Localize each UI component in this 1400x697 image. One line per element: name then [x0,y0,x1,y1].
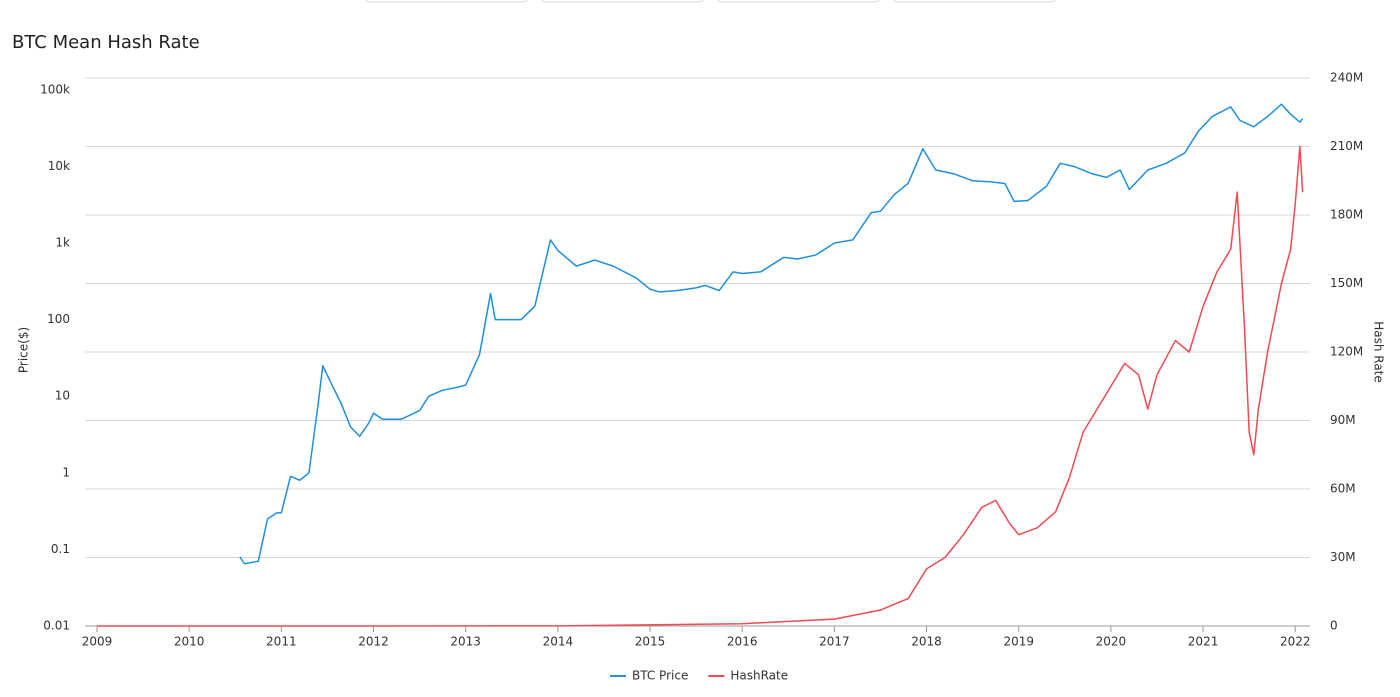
y-tick-label: 1k [55,236,70,250]
y2-axis-label: Hash Rate [1372,321,1386,383]
x-tick-label: 2010 [174,635,205,649]
x-tick-label: 2014 [543,635,574,649]
x-tick-label: 2020 [1096,635,1127,649]
x-tick-label: 2009 [82,635,113,649]
x-tick-label: 2017 [819,635,850,649]
top-buttons [365,0,1056,3]
y-tick-label: 10 [55,389,70,403]
y-tick-label: 0.1 [51,542,70,556]
y2-tick-label: 150M [1330,276,1363,290]
y-tick-label: 10k [48,159,70,173]
x-tick-label: 2016 [727,635,758,649]
legend-label: BTC Price [632,669,688,683]
y-axis-label: Price($) [17,327,31,373]
y-tick-label: 0.01 [43,619,70,633]
y2-tick-label: 210M [1330,139,1363,153]
y2-tick-label: 90M [1330,413,1356,427]
x-tick-label: 2022 [1280,635,1311,649]
x-tick-label: 2019 [1003,635,1034,649]
x-tick-label: 2015 [635,635,666,649]
y-tick-label: 1 [62,465,70,479]
y2-tick-label: 240M [1330,71,1363,85]
y2-tick-label: 180M [1330,208,1363,222]
y2-tick-label: 30M [1330,550,1356,564]
data-line [96,145,1304,627]
y2-tick-label: 60M [1330,482,1356,496]
legend-label: HashRate [730,669,788,683]
y2-tick-label: 0 [1330,619,1338,633]
x-tick-label: 2011 [266,635,297,649]
y2-tick-label: 120M [1330,345,1363,359]
chart-title: BTC Mean Hash Rate [12,32,200,53]
x-tick-label: 2018 [911,635,942,649]
x-tick-label: 2013 [450,635,481,649]
x-tick-label: 2021 [1188,635,1219,649]
x-tick-label: 2012 [358,635,389,649]
y-tick-label: 100k [40,82,70,96]
data-line [239,103,1304,565]
y-tick-label: 100 [47,312,70,326]
